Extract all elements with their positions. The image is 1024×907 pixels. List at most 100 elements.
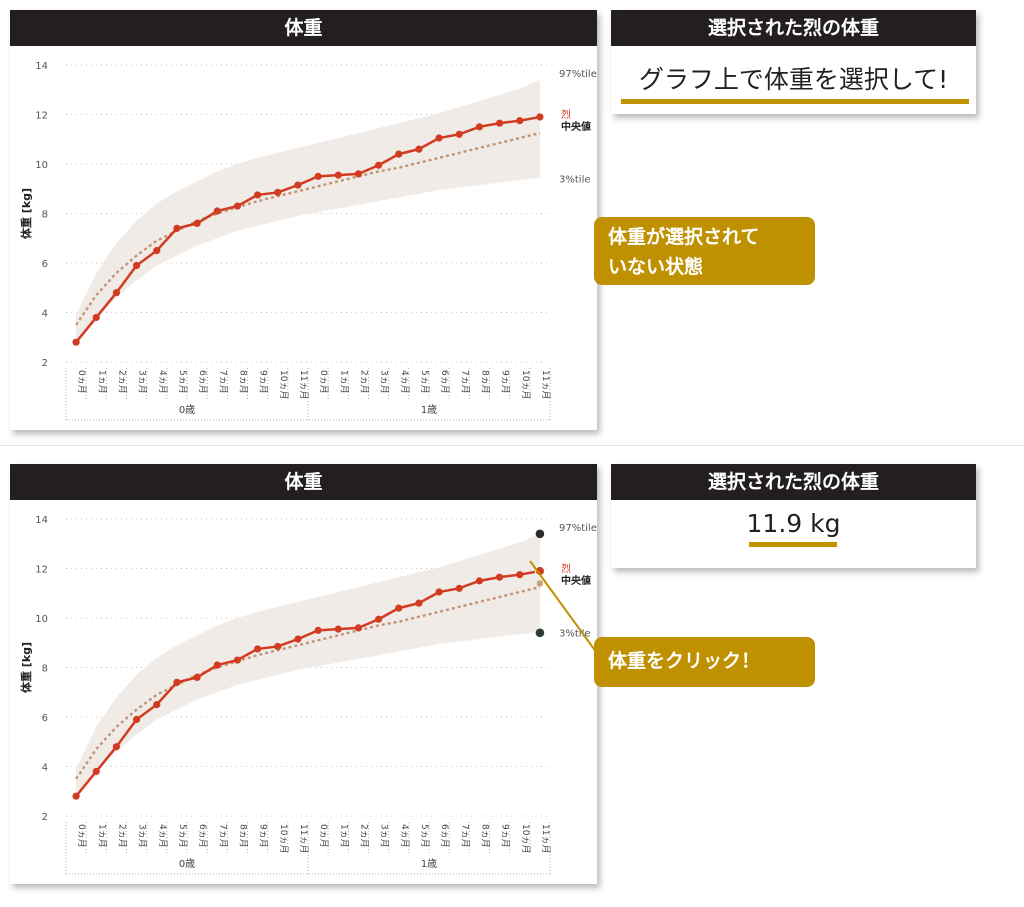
median-label: 中央値 [561,120,591,133]
x-tick-label: 2ヵ月 [116,370,127,394]
callout-text: 体重をクリック！ [608,650,761,672]
y-tick-label: 2 [42,812,48,823]
weight-point[interactable] [213,661,221,669]
x-tick-label: 6ヵ月 [439,370,450,394]
weight-point[interactable] [334,171,342,179]
weight-point[interactable] [173,224,181,232]
x-tick-label: 9ヵ月 [500,824,511,848]
x-tick-label: 8ヵ月 [479,824,490,848]
p3-label: 3%tile [559,175,591,186]
y-tick-label: 8 [42,664,48,675]
weight-point[interactable] [132,715,141,724]
weight-point[interactable] [72,338,80,346]
p97-label: 97%tile [559,69,597,80]
percentile-band [76,533,540,794]
weight-point[interactable] [495,119,504,127]
p3-label: 3%tile [559,629,591,640]
weight-point[interactable] [132,261,141,270]
y-tick-label: 6 [42,713,48,724]
x-tick-label: 11ヵ月 [540,824,551,853]
x-tick-label: 10ヵ月 [278,824,289,853]
x-tick-label: 2ヵ月 [358,824,369,848]
weight-point[interactable] [233,202,242,210]
weight-point[interactable] [294,181,302,189]
weight-point[interactable] [435,134,443,142]
y-axis-label: 体重 [kg] [19,188,33,239]
weight-point[interactable] [536,113,544,121]
callout-click-weight: 体重をクリック！ [594,637,815,687]
weight-point[interactable] [455,130,463,138]
selected-child-marker[interactable] [534,565,546,577]
prompt-underline [621,99,969,104]
x-tick-label: 1ヵ月 [338,824,349,848]
selected-median-marker [536,580,544,587]
weight-point[interactable] [92,313,100,322]
weight-point[interactable] [233,656,242,664]
weight-chart-panel-top: 体重 14 12 10 8 6 4 2 体重 [kg] 0ヵ月 1ヵ月 2ヵ月 3ヵ月 4ヵ月 5ヵ月 6ヵ… [10,10,597,430]
chart-title: 体重 [10,464,597,500]
selected-weight-title: 選択された烈の体重 [611,464,976,500]
section-divider [0,445,1024,446]
percentile-band [76,79,540,340]
select-prompt-text: グラフ上で体重を選択して! [638,65,949,94]
weight-point[interactable] [153,247,161,255]
x-tick-label: 11ヵ月 [298,370,309,399]
weight-point[interactable] [274,188,282,197]
weight-point[interactable] [374,161,383,169]
year-label: 1歳 [421,404,437,416]
weight-point[interactable] [153,701,161,709]
weight-point[interactable] [314,172,322,180]
x-tick-label: 6ヵ月 [197,824,208,848]
weight-point[interactable] [112,289,121,297]
y-tick-label: 2 [42,358,48,369]
weight-point[interactable] [112,743,121,751]
weight-point[interactable] [475,577,484,585]
weight-point[interactable] [253,191,262,199]
weight-point[interactable] [475,123,484,131]
weight-point[interactable] [274,642,282,651]
weight-point[interactable] [314,626,322,634]
weight-point[interactable] [193,219,201,227]
x-tick-label: 0ヵ月 [318,370,329,394]
y-tick-label: 6 [42,259,48,270]
weight-point[interactable] [334,625,342,633]
x-tick-label: 6ヵ月 [439,824,450,848]
median-line [75,131,541,326]
weight-point[interactable] [395,604,403,612]
weight-point[interactable] [213,207,221,215]
p97-label: 97%tile [559,523,597,534]
weight-chart-panel-bottom: 体重 14 12 10 8 6 4 2 体重 [kg] 0ヵ月 1ヵ月 2ヵ月 3ヵ月 4ヵ月 5ヵ月 6ヵ… [10,464,597,884]
weight-point[interactable] [395,150,403,158]
weight-point[interactable] [374,615,383,623]
weight-point[interactable] [415,145,423,153]
x-tick-label: 8ヵ月 [237,824,248,848]
weight-point[interactable] [92,767,100,776]
weight-point[interactable] [516,571,524,579]
y-tick-label: 14 [35,61,48,72]
x-tick-label: 3ヵ月 [137,824,148,848]
y-tick-label: 10 [35,614,48,625]
weight-point[interactable] [435,588,443,596]
x-tick-label: 7ヵ月 [459,824,470,848]
x-tick-label: 1ヵ月 [96,370,107,394]
weight-point[interactable] [173,678,181,686]
x-tick-label: 1ヵ月 [96,824,107,848]
child-label: 烈 [561,563,571,575]
weight-point[interactable] [455,584,463,592]
weight-point[interactable] [354,170,363,178]
x-tick-label: 11ヵ月 [298,824,309,853]
weight-point[interactable] [495,573,504,581]
weight-point[interactable] [72,792,80,800]
weight-chart[interactable]: 14 12 10 8 6 4 2 体重 [kg] 0ヵ月 1ヵ月 2ヵ月 3ヵ月 4ヵ月 5ヵ月 6ヵ月 7ヵ… [10,500,597,884]
weight-point[interactable] [193,673,201,681]
weight-point[interactable] [294,635,302,643]
y-tick-label: 10 [35,160,48,171]
weight-chart[interactable]: 14 12 10 8 6 4 2 体重 [kg] 0ヵ月 1ヵ月 2ヵ月 3ヵ月 4ヵ月 5ヵ月 6ヵ月 7ヵ… [10,46,597,430]
year-label: 1歳 [421,858,437,870]
weight-point[interactable] [253,645,262,653]
weight-point[interactable] [516,117,524,125]
year-label: 0歳 [179,404,195,416]
weight-point[interactable] [354,624,363,632]
x-tick-label: 6ヵ月 [197,370,208,394]
weight-point[interactable] [415,599,423,607]
